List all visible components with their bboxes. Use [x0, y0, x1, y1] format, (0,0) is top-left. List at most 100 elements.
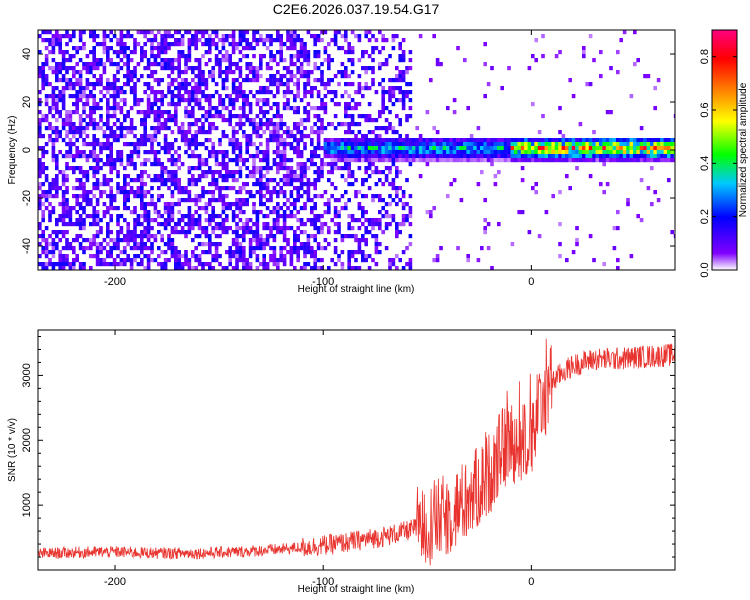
heatmap-cell	[333, 34, 338, 39]
heatmap-cell	[653, 142, 657, 147]
heatmap-cell	[316, 34, 321, 39]
heatmap-cell	[95, 198, 100, 203]
heatmap-cell	[204, 190, 209, 195]
heatmap-cell	[184, 214, 188, 219]
heatmap-cell	[116, 78, 120, 83]
heatmap-cell	[558, 130, 562, 135]
heatmap-cell	[432, 146, 436, 151]
heatmap-cell	[170, 98, 175, 103]
heatmap-cell	[238, 118, 243, 123]
heatmap-cell	[184, 230, 188, 235]
heatmap-cell	[72, 74, 76, 79]
heatmap-cell	[187, 66, 192, 71]
heatmap-cell	[296, 34, 300, 39]
heatmap-cell	[656, 150, 661, 155]
heatmap-cell	[119, 186, 124, 191]
heatmap-cell	[459, 146, 464, 151]
heatmap-cell	[507, 150, 511, 155]
heatmap-cell	[398, 42, 402, 47]
heatmap-cell	[347, 42, 351, 47]
heatmap-cell	[85, 102, 90, 107]
heatmap-cell	[235, 258, 239, 263]
heatmap-cell	[191, 138, 195, 143]
heatmap-cell	[119, 98, 124, 103]
heatmap-cell	[177, 146, 181, 151]
heatmap-cell	[248, 170, 253, 175]
heatmap-cell	[395, 158, 399, 163]
heatmap-cell	[364, 166, 368, 171]
heatmap-cell	[235, 114, 239, 119]
heatmap-cell	[153, 90, 158, 95]
heatmap-cell	[228, 258, 232, 263]
heatmap-cell	[68, 222, 73, 227]
heatmap-cell	[184, 250, 188, 255]
heatmap-cell	[323, 94, 328, 99]
heatmap-cell	[374, 150, 379, 155]
heatmap-cell	[286, 78, 290, 83]
heatmap-cell	[51, 46, 56, 51]
heatmap-cell	[191, 122, 195, 127]
heatmap-cell	[401, 74, 406, 79]
heatmap-cell	[214, 106, 219, 111]
heatmap-cell	[126, 230, 130, 235]
heatmap-cell	[398, 154, 402, 159]
heatmap-cell	[670, 158, 674, 163]
heatmap-cell	[48, 262, 52, 267]
heatmap-cell	[197, 86, 202, 91]
heatmap-cell	[116, 170, 120, 175]
heatmap-cell	[72, 258, 76, 263]
heatmap-cell	[187, 182, 192, 187]
heatmap-cell	[622, 150, 627, 155]
heatmap-cell	[55, 134, 59, 139]
heatmap-cell	[150, 258, 154, 263]
heatmap-cell	[323, 154, 328, 159]
heatmap-cell	[126, 258, 130, 263]
heatmap-cell	[170, 226, 175, 231]
heatmap-cell	[58, 98, 62, 103]
heatmap-cell	[265, 222, 270, 227]
heatmap-cell	[245, 118, 249, 123]
heatmap-cell	[157, 98, 161, 103]
heatmap-cell	[174, 38, 178, 43]
heatmap-cell	[330, 138, 334, 143]
heatmap-cell	[238, 142, 243, 147]
heatmap-cell	[296, 86, 300, 91]
heatmap-cell	[197, 38, 202, 43]
heatmap-cell	[235, 198, 239, 203]
heatmap-cell	[381, 126, 385, 131]
heatmap-cell	[483, 218, 487, 223]
heatmap-cell	[238, 234, 243, 239]
snr-frame	[37, 329, 676, 571]
heatmap-cell	[180, 198, 185, 203]
heatmap-cell	[242, 38, 246, 43]
heatmap-cell	[197, 254, 202, 259]
heatmap-cell	[163, 126, 168, 131]
heatmap-cell	[313, 238, 317, 243]
heatmap-cell	[61, 78, 66, 83]
heatmap-cell	[568, 78, 572, 83]
heatmap-cell	[180, 254, 185, 259]
heatmap-cell	[89, 70, 93, 75]
heatmap-cell	[99, 250, 103, 255]
heatmap-cell	[378, 242, 382, 247]
heatmap-cell	[408, 214, 413, 219]
heatmap-cell	[255, 210, 260, 215]
heatmap-cell	[531, 102, 535, 107]
heatmap-cell	[116, 182, 120, 187]
heatmap-cell	[163, 258, 168, 263]
heatmap-cell	[398, 58, 402, 63]
heatmap-cell	[174, 94, 178, 99]
heatmap-cell	[330, 146, 334, 151]
heatmap-cell	[61, 54, 66, 59]
heatmap-cell	[347, 226, 351, 231]
heatmap-cell	[184, 114, 188, 119]
heatmap-cell	[483, 138, 487, 143]
heatmap-cell	[204, 110, 209, 115]
heatmap-cell	[378, 210, 382, 215]
heatmap-cell	[126, 126, 130, 131]
heatmap-cell	[231, 50, 236, 55]
heatmap-cell	[497, 158, 501, 163]
heatmap-cell	[361, 150, 365, 155]
heatmap-cell	[252, 74, 256, 79]
heatmap-cell	[299, 170, 304, 175]
